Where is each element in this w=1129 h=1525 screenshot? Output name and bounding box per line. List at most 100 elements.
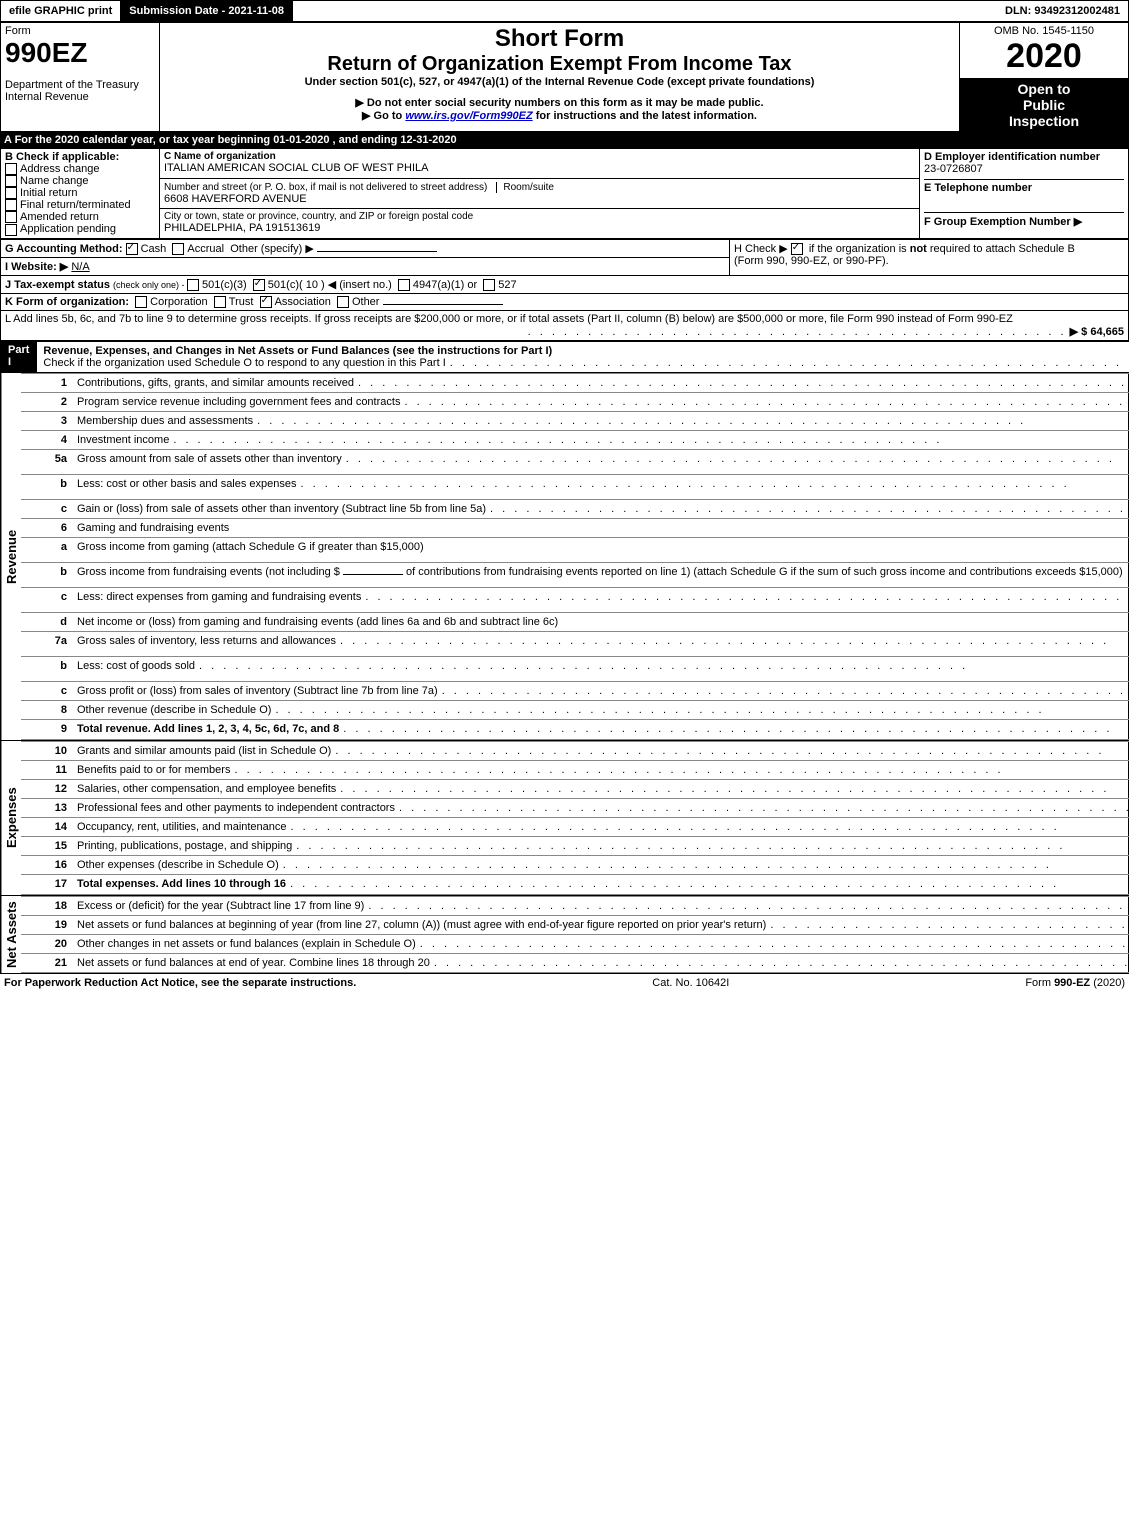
line-8: 8 Other revenue (describe in Schedule O)… bbox=[21, 700, 1129, 719]
section-a-period: A For the 2020 calendar year, or tax yea… bbox=[0, 132, 1129, 148]
line-13-num: 13 bbox=[21, 799, 73, 817]
line-8-num: 8 bbox=[21, 701, 73, 719]
row-h-post2: required to attach Schedule B bbox=[930, 243, 1075, 255]
line-19-num: 19 bbox=[21, 916, 73, 934]
box-d-label: D Employer identification number bbox=[924, 151, 1124, 163]
line-10-desc: Grants and similar amounts paid (list in… bbox=[77, 745, 335, 757]
chk-527[interactable] bbox=[483, 279, 495, 291]
line-6b-desc1: Gross income from fundraising events (no… bbox=[77, 566, 340, 578]
revenue-vert-label: Revenue bbox=[1, 373, 21, 740]
line-5a-desc: Gross amount from sale of assets other t… bbox=[77, 453, 346, 471]
line-15-num: 15 bbox=[21, 837, 73, 855]
line-5a-num: 5a bbox=[21, 450, 73, 474]
chk-initial-return-label: Initial return bbox=[20, 187, 77, 199]
subtitle: Under section 501(c), 527, or 4947(a)(1)… bbox=[164, 76, 955, 88]
expenses-section: Expenses 10 Grants and similar amounts p… bbox=[0, 741, 1129, 896]
line-6-desc: Gaming and fundraising events bbox=[73, 519, 1129, 537]
opt-other-label: Other (specify) ▶ bbox=[230, 243, 314, 255]
line-4-num: 4 bbox=[21, 431, 73, 449]
page-footer: For Paperwork Reduction Act Notice, see … bbox=[0, 974, 1129, 992]
efile-print-button[interactable]: efile GRAPHIC print bbox=[1, 1, 121, 21]
chk-501c[interactable] bbox=[253, 279, 265, 291]
dept-irs: Internal Revenue bbox=[5, 91, 155, 103]
chk-other-org[interactable] bbox=[337, 296, 349, 308]
chk-amended-return-label: Amended return bbox=[20, 211, 99, 223]
line-16-num: 16 bbox=[21, 856, 73, 874]
line-13: 13 Professional fees and other payments … bbox=[21, 798, 1129, 817]
box-f-label: F Group Exemption Number ▶ bbox=[924, 212, 1124, 228]
lbl-501c3: 501(c)(3) bbox=[202, 279, 247, 291]
chk-initial-return[interactable]: Initial return bbox=[5, 187, 155, 199]
row-l-text: L Add lines 5b, 6c, and 7b to line 9 to … bbox=[5, 313, 1017, 325]
line-14: 14 Occupancy, rent, utilities, and maint… bbox=[21, 817, 1129, 836]
chk-name-change[interactable]: Name change bbox=[5, 175, 155, 187]
open-line2: Public bbox=[964, 97, 1124, 113]
other-org-field[interactable] bbox=[383, 304, 503, 305]
lbl-527: 527 bbox=[498, 279, 516, 291]
chk-corp[interactable] bbox=[135, 296, 147, 308]
row-j-label: J Tax-exempt status bbox=[5, 279, 113, 291]
footer-cat-no: Cat. No. 10642I bbox=[356, 977, 1025, 989]
line-2-desc: Program service revenue including govern… bbox=[77, 396, 404, 408]
part1-header: Part I Revenue, Expenses, and Changes in… bbox=[0, 341, 1129, 372]
line-16: 16 Other expenses (describe in Schedule … bbox=[21, 855, 1129, 874]
line-7a: 7a Gross sales of inventory, less return… bbox=[21, 631, 1129, 656]
chk-trust[interactable] bbox=[214, 296, 226, 308]
line-6d-num: d bbox=[21, 613, 73, 631]
line-2: 2 Program service revenue including gove… bbox=[21, 392, 1129, 411]
line-2-num: 2 bbox=[21, 393, 73, 411]
revenue-lines: 1 Contributions, gifts, grants, and simi… bbox=[21, 373, 1129, 740]
row-i-label: I Website: ▶ bbox=[5, 261, 68, 273]
line-10: 10 Grants and similar amounts paid (list… bbox=[21, 741, 1129, 760]
chk-501c3[interactable] bbox=[187, 279, 199, 291]
chk-application-pending[interactable]: Application pending bbox=[5, 223, 155, 235]
chk-final-return[interactable]: Final return/terminated bbox=[5, 199, 155, 211]
tax-year: 2020 bbox=[964, 37, 1124, 76]
org-city: PHILADELPHIA, PA 191513619 bbox=[164, 222, 915, 234]
chk-assoc[interactable] bbox=[260, 296, 272, 308]
line-5b: b Less: cost or other basis and sales ex… bbox=[21, 474, 1129, 499]
line-6c: c Less: direct expenses from gaming and … bbox=[21, 587, 1129, 612]
line-6b-blank[interactable] bbox=[343, 574, 403, 575]
line-19-desc: Net assets or fund balances at beginning… bbox=[77, 919, 770, 931]
chk-schedule-b[interactable] bbox=[791, 243, 803, 255]
box-c-label: C Name of organization bbox=[164, 151, 915, 162]
line-6d: d Net income or (loss) from gaming and f… bbox=[21, 612, 1129, 631]
lbl-other-org: Other bbox=[352, 296, 380, 308]
chk-4947[interactable] bbox=[398, 279, 410, 291]
room-suite-label: Room/suite bbox=[496, 182, 554, 193]
website-value: N/A bbox=[71, 261, 89, 273]
box-e-label: E Telephone number bbox=[924, 179, 1124, 194]
line-7c-num: c bbox=[21, 682, 73, 700]
addr-label: Number and street (or P. O. box, if mail… bbox=[164, 182, 487, 193]
line-21-desc: Net assets or fund balances at end of ye… bbox=[77, 957, 434, 969]
expenses-lines: 10 Grants and similar amounts paid (list… bbox=[21, 741, 1129, 895]
chk-accrual[interactable] bbox=[172, 243, 184, 255]
footer-right-post: (2020) bbox=[1093, 977, 1125, 989]
line-7c-desc: Gross profit or (loss) from sales of inv… bbox=[77, 685, 442, 697]
org-info-table: B Check if applicable: Address change Na… bbox=[0, 148, 1129, 239]
chk-address-change[interactable]: Address change bbox=[5, 163, 155, 175]
submission-date-button[interactable]: Submission Date - 2021-11-08 bbox=[121, 1, 293, 21]
line-6b: b Gross income from fundraising events (… bbox=[21, 562, 1129, 587]
line-4: 4 Investment income 4 bbox=[21, 430, 1129, 449]
line-21: 21 Net assets or fund balances at end of… bbox=[21, 953, 1129, 973]
open-to-public-box: Open to Public Inspection bbox=[960, 79, 1129, 132]
lbl-trust: Trust bbox=[229, 296, 254, 308]
city-label: City or town, state or province, country… bbox=[164, 211, 915, 222]
note-link-row: ▶ Go to www.irs.gov/Form990EZ for instru… bbox=[164, 109, 955, 122]
line-20-num: 20 bbox=[21, 935, 73, 953]
lbl-4947: 4947(a)(1) or bbox=[413, 279, 477, 291]
chk-amended-return[interactable]: Amended return bbox=[5, 211, 155, 223]
row-h-pre: H Check ▶ bbox=[734, 243, 788, 255]
note-ssn: ▶ Do not enter social security numbers o… bbox=[164, 96, 955, 109]
irs-link[interactable]: www.irs.gov/Form990EZ bbox=[405, 110, 532, 122]
line-17-num: 17 bbox=[21, 875, 73, 894]
line-6a-num: a bbox=[21, 538, 73, 562]
other-specify-field[interactable] bbox=[317, 251, 437, 252]
chk-final-return-label: Final return/terminated bbox=[20, 199, 131, 211]
line-8-desc: Other revenue (describe in Schedule O) bbox=[77, 704, 275, 716]
line-17: 17 Total expenses. Add lines 10 through … bbox=[21, 874, 1129, 895]
chk-cash[interactable] bbox=[126, 243, 138, 255]
note-link-pre: ▶ Go to bbox=[362, 110, 405, 122]
